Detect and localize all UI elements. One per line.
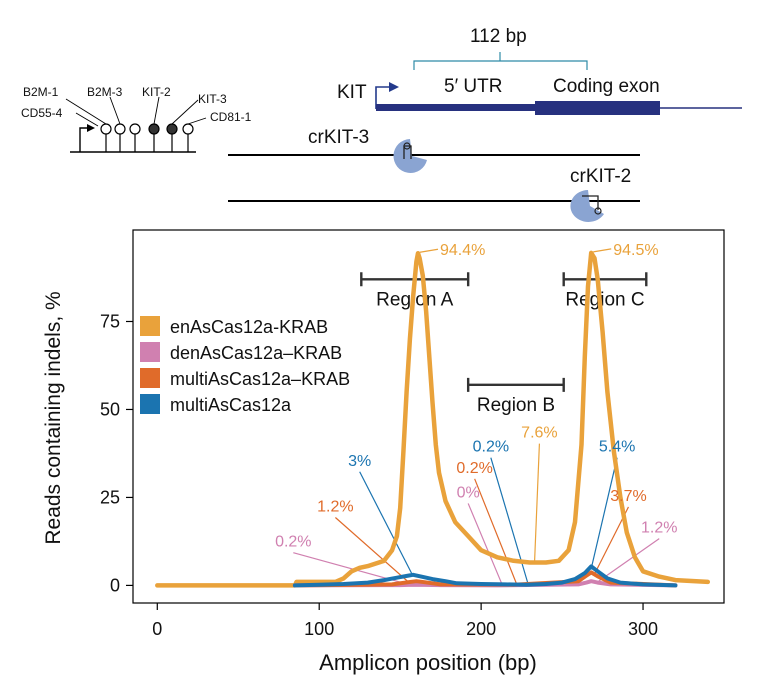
annotation-label: 1.2%: [641, 520, 677, 537]
guide-label-cd81-1: CD81-1: [210, 110, 252, 124]
peak-label: 94.4%: [440, 242, 485, 259]
guide-lollipops: [100, 123, 194, 152]
peak-leader: [593, 248, 612, 253]
span-label: 112 bp: [470, 26, 527, 47]
series-lines: [155, 250, 711, 588]
crrna-label-crkit-3: crKIT-3: [308, 127, 369, 148]
annotation-label: 7.6%: [521, 425, 557, 442]
peak-label: 94.5%: [613, 242, 658, 259]
crrna-label-crkit-2: crKIT-2: [570, 166, 631, 187]
gene-tss-arrow-icon: [375, 86, 391, 109]
legend-swatch: [140, 342, 160, 362]
legend-label: enAsCas12a-KRAB: [170, 317, 328, 337]
guide-leaders: [65, 96, 207, 127]
annotation-label: 3.7%: [610, 488, 646, 505]
guide-marker-open: [100, 123, 112, 135]
region-region-b-label: Region B: [477, 395, 555, 416]
legend-label: multiAsCas12a–KRAB: [170, 369, 350, 389]
guide-label-kit-2: KIT-2: [142, 85, 171, 99]
legend-swatch: [140, 316, 160, 336]
cas12a-protein-icon: [393, 139, 427, 173]
annotation-label: 0.2%: [473, 439, 509, 456]
guide-marker-filled: [148, 123, 160, 135]
x-axis-label: Amplicon position (bp): [319, 650, 537, 675]
annotation-leader: [597, 538, 660, 583]
x-tick-label: 200: [466, 619, 496, 639]
utr-region: [376, 104, 536, 111]
peak-leader: [419, 248, 439, 253]
guide-marker-filled: [166, 123, 178, 135]
legend-label: multiAsCas12a: [170, 395, 292, 415]
region-region-c-bracket: [562, 272, 648, 287]
guide-labels: B2M-1 CD55-4 B2M-3 KIT-2 KIT-3 CD81-1: [21, 85, 252, 124]
tss-arrow-icon: [79, 127, 90, 152]
region-region-b-bracket: [466, 377, 565, 392]
guide-label-cd55-4: CD55-4: [21, 106, 63, 120]
x-tick-label: 100: [304, 619, 334, 639]
data-labels: 94.4% 94.5% 0.2% 1.2% 3% 0% 0.2% 0.2% 7.6% 5.4% 3.…: [275, 242, 677, 551]
cas12a-protein-icon: [570, 190, 604, 222]
x-tick-label: 300: [628, 619, 658, 639]
legend: enAsCas12a-KRAB denAsCas12a–KRAB multiAsCa…: [140, 316, 350, 415]
annotation-label: 0.2%: [456, 460, 492, 477]
guide-marker-open: [114, 123, 126, 135]
guide-label-kit-3: KIT-3: [198, 92, 227, 106]
guide-marker-open: [182, 123, 194, 135]
annotation-label: 0.2%: [275, 534, 311, 551]
utr-label: 5′ UTR: [444, 76, 502, 97]
region-region-c-label: Region C: [565, 289, 644, 310]
annotation-label: 5.4%: [599, 439, 635, 456]
annotation-label: 0%: [457, 484, 480, 501]
annotation-leader: [359, 471, 414, 577]
guide-schematic: B2M-1 CD55-4 B2M-3 KIT-2 KIT-3 CD81-1: [21, 85, 252, 153]
gene-tss-arrowhead-icon: [389, 82, 399, 92]
y-tick-label: 25: [100, 487, 120, 507]
y-tick-label: 75: [100, 311, 120, 331]
guide-label-b2m-1: B2M-1: [23, 85, 59, 99]
annotation-label: 3%: [348, 453, 371, 470]
guide-marker-open: [129, 123, 141, 135]
coding-exon: [535, 101, 660, 115]
annotation-leader: [590, 457, 618, 569]
series-line-enascas12a-krab: [155, 250, 711, 588]
exon-label: Coding exon: [553, 76, 660, 97]
legend-swatch: [140, 394, 160, 414]
x-tick-label: 0: [152, 619, 162, 639]
legend-swatch: [140, 368, 160, 388]
series-line-multiascas12a: [292, 564, 678, 588]
y-tick-label: 0: [110, 575, 120, 595]
annotation-leader: [474, 478, 518, 585]
annotation-leader: [334, 517, 409, 583]
axis-ticks: 0 100 200 300 0 25 50 75: [100, 311, 658, 639]
y-tick-label: 50: [100, 399, 120, 419]
guide-label-b2m-3: B2M-3: [87, 85, 123, 99]
tss-arrowhead-icon: [87, 124, 95, 132]
gene-name: KIT: [337, 82, 367, 103]
plot-frame: [132, 229, 725, 604]
annotation-leader: [533, 443, 541, 563]
legend-label: denAsCas12a–KRAB: [170, 343, 342, 363]
span-bracket: [413, 60, 588, 70]
y-axis-label: Reads containing indels, %: [42, 291, 65, 544]
kit-locus-schematic: 112 bp KIT 5′ UTR Coding exon crKIT-3 cr…: [228, 26, 742, 222]
annotation-leader: [467, 503, 503, 585]
annotation-label: 1.2%: [317, 499, 353, 516]
